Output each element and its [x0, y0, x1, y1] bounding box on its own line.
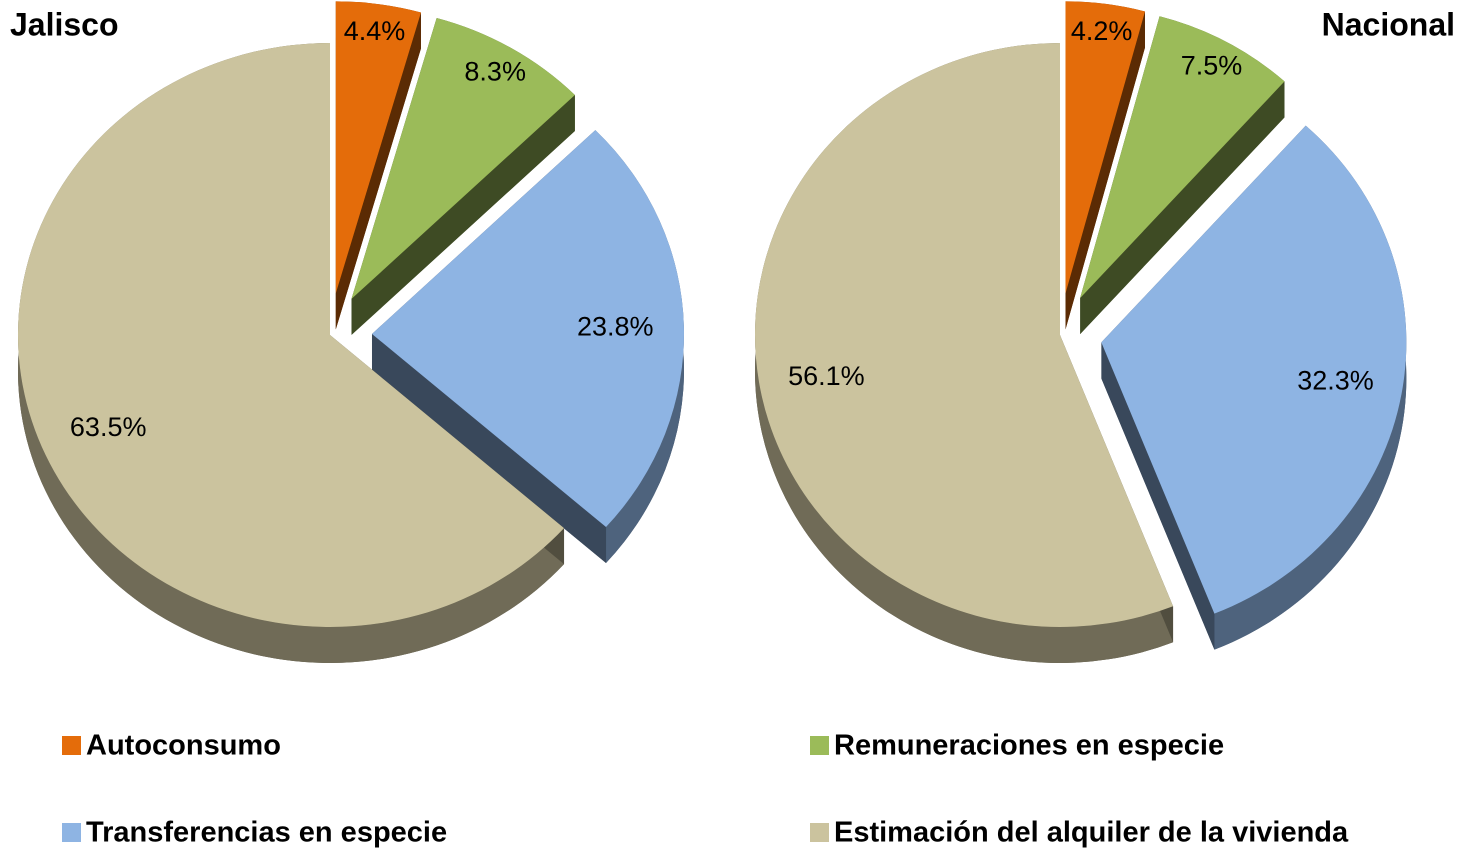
slice-side — [351, 18, 575, 335]
slice — [1101, 125, 1407, 614]
data-label: 4.4% — [344, 16, 406, 46]
slice-side — [1214, 125, 1407, 650]
slice — [1080, 16, 1285, 299]
data-label: 23.8% — [577, 311, 654, 341]
data-label: 56.1% — [788, 361, 865, 391]
data-label: 7.5% — [1181, 50, 1243, 80]
data-label: 63.5% — [70, 412, 147, 442]
slice — [371, 130, 684, 528]
slice — [755, 43, 1174, 627]
legend-label: Autoconsumo — [86, 730, 281, 762]
slice-side — [17, 43, 565, 663]
slice — [335, 1, 421, 294]
slice — [351, 18, 575, 299]
slice-side — [1080, 16, 1285, 335]
chart-title: Jalisco — [10, 6, 119, 42]
data-label: 8.3% — [464, 56, 526, 86]
legend-swatch — [810, 823, 829, 842]
legend-label: Remuneraciones en especie — [834, 730, 1224, 762]
chart-title: Nacional — [1322, 6, 1455, 42]
data-label: 4.2% — [1071, 16, 1133, 46]
legend-swatch — [62, 823, 81, 842]
data-label: 32.3% — [1297, 366, 1374, 396]
legend-swatch — [810, 736, 829, 755]
legend-label: Estimación del alquiler de la vivienda — [834, 817, 1349, 849]
legend-swatch — [62, 736, 81, 755]
slice — [1065, 1, 1145, 294]
slice-side — [1065, 1, 1145, 330]
slice — [17, 43, 565, 628]
legend-label: Transferencias en especie — [86, 817, 447, 849]
slice-side — [335, 1, 421, 330]
